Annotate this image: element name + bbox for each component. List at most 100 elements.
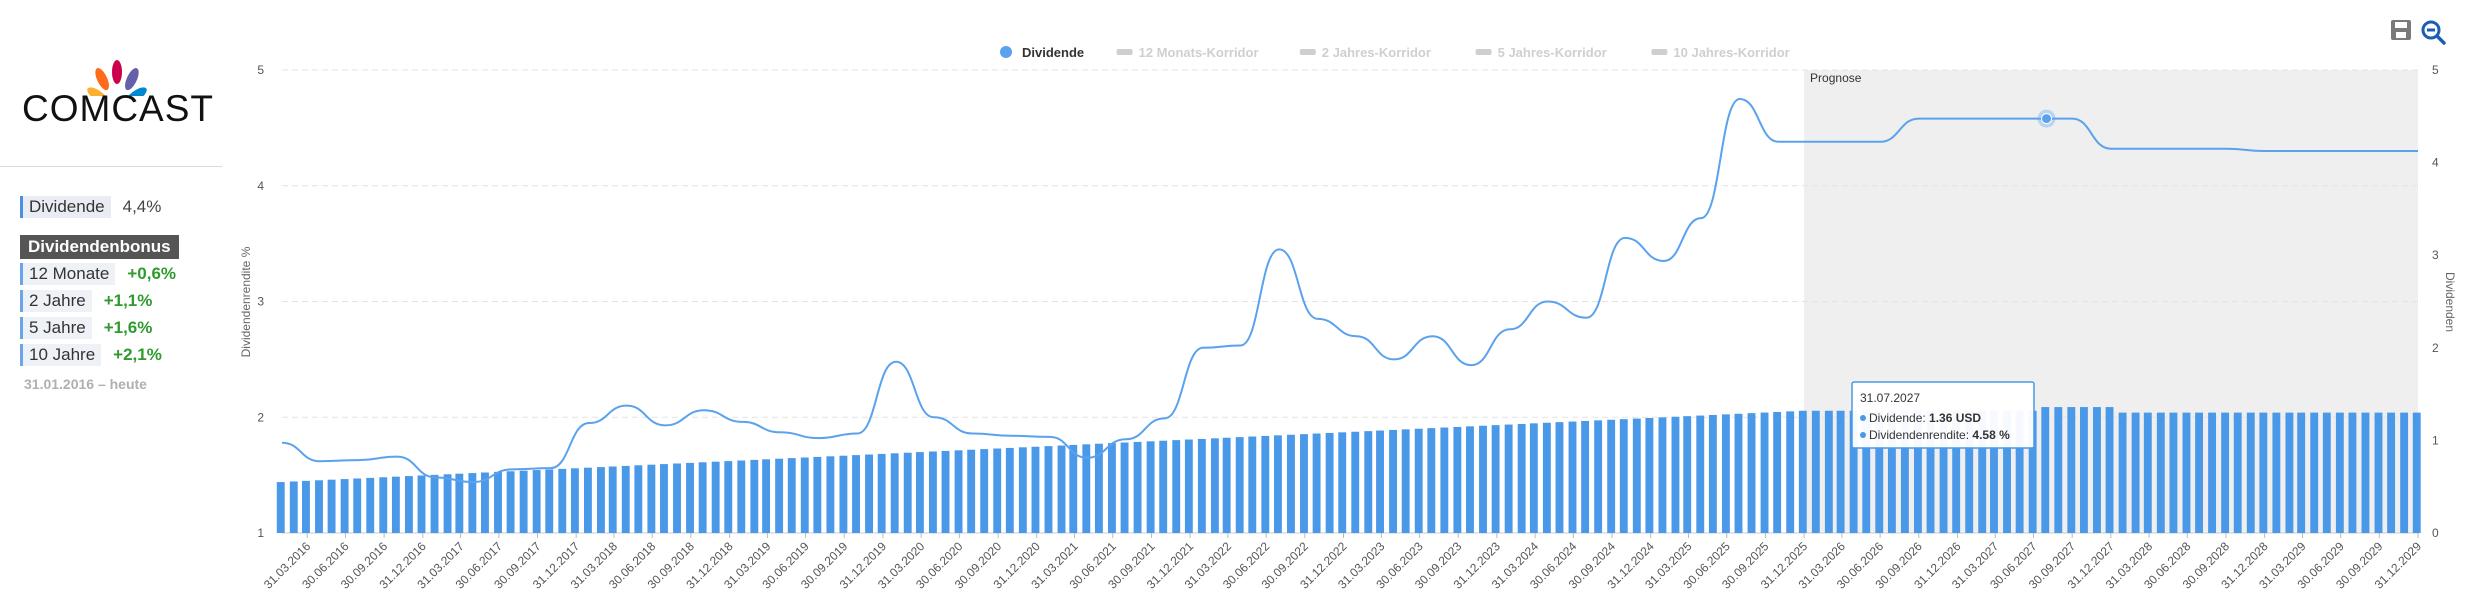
- dividend-bar: [698, 462, 707, 533]
- dividend-bar: [1146, 441, 1155, 533]
- dividend-bar: [2156, 412, 2165, 533]
- bonus-label: 5 Jahre: [20, 317, 92, 339]
- dividend-bar: [787, 458, 796, 533]
- dividend-bar: [1734, 413, 1743, 533]
- dividend-bar: [2259, 412, 2268, 533]
- dividend-bar: [1875, 410, 1884, 533]
- dividend-bar: [2387, 412, 2396, 533]
- dividend-bar: [1747, 413, 1756, 533]
- dividend-bar: [1440, 427, 1449, 533]
- tooltip: 31.07.2027 Dividende: 1.36 USD Dividendenr…: [1851, 381, 2035, 449]
- dividend-bar: [1287, 434, 1295, 533]
- highlight-point[interactable]: [2041, 113, 2053, 125]
- dividend-bar: [1312, 433, 1321, 533]
- legend-item[interactable]: 12 Monats-Korridor: [1116, 45, 1259, 60]
- y-tick-right: 1: [2432, 433, 2439, 447]
- legend-marker: [1475, 49, 1492, 55]
- dividend-bar: [1325, 432, 1334, 533]
- dividend-bar: [1108, 443, 1116, 533]
- dividend-bar: [877, 453, 886, 533]
- dividend-bar: [1683, 416, 1692, 533]
- bonus-value: +2,1%: [113, 345, 162, 364]
- dividend-bar: [928, 451, 937, 533]
- dividend-summary: Dividende 4,4%: [20, 196, 161, 218]
- dividend-bar: [1300, 434, 1308, 533]
- dividend-bar: [481, 472, 489, 533]
- tooltip-date: 31.07.2027: [1860, 391, 1920, 405]
- legend-label: Dividende: [1022, 45, 1084, 60]
- dividend-bar: [750, 459, 759, 533]
- dividend-bar: [404, 476, 413, 533]
- dividend-bar: [558, 468, 567, 533]
- dividend-bar: [2348, 412, 2357, 533]
- bonus-value: +1,6%: [103, 318, 153, 337]
- dividend-bar: [634, 465, 643, 533]
- dividend-bar: [1798, 410, 1807, 533]
- dividend-bar: [1645, 417, 1654, 533]
- dividend-bar: [2118, 412, 2127, 533]
- dividend-bar: [494, 471, 502, 533]
- zoom-out-icon[interactable]: [2421, 20, 2446, 45]
- dividend-bar: [1529, 423, 1538, 533]
- bonus-row-12m: 12 Monate +0,6%: [20, 263, 176, 285]
- dividend-bar: [1491, 425, 1500, 533]
- dividend-bar: [379, 477, 388, 533]
- dividend-bar: [1401, 429, 1410, 533]
- dividend-bar: [1965, 410, 1974, 533]
- dividend-bar: [1069, 444, 1078, 533]
- dividend-bar: [2208, 412, 2217, 533]
- save-icon[interactable]: [2391, 20, 2411, 40]
- dividend-bar: [915, 452, 924, 533]
- dividend-bar: [1836, 410, 1845, 533]
- dividend-bar: [775, 458, 784, 533]
- dividend-bar: [1364, 431, 1373, 533]
- dividend-bar: [2335, 412, 2344, 533]
- dividend-bar: [826, 456, 835, 533]
- dividend-bar: [2233, 412, 2242, 533]
- dividend-bar: [1248, 436, 1257, 533]
- dividend-bar: [1721, 414, 1730, 533]
- legend-item[interactable]: 2 Jahres-Korridor: [1299, 45, 1431, 60]
- dividend-bar: [865, 454, 873, 533]
- dividend-bar: [1018, 447, 1027, 533]
- dividend-bar: [2374, 412, 2383, 533]
- dividend-bar: [1581, 420, 1590, 533]
- dividend-bar: [1005, 447, 1014, 533]
- tooltip-dividend: Dividende: 1.36 USD: [1869, 411, 1981, 425]
- dividend-bar: [2297, 412, 2306, 533]
- dividend-bar: [724, 461, 733, 533]
- dividend-bar: [1120, 442, 1129, 533]
- dividend-bar: [1351, 431, 1360, 533]
- dividend-bar: [1594, 420, 1603, 533]
- dividend-bar: [1607, 419, 1616, 533]
- y-axis-label-left: Dividendenrendite %: [239, 246, 253, 357]
- dividend-bar: [1389, 429, 1398, 533]
- dividend-bar: [2182, 412, 2191, 533]
- dividend-bar: [2143, 412, 2152, 533]
- sidebar-divider: [0, 166, 222, 167]
- dividend-bar: [890, 453, 899, 533]
- dividend-bar: [583, 467, 592, 533]
- dividend-bar: [967, 449, 976, 533]
- legend-item[interactable]: Dividende: [1000, 45, 1084, 60]
- dividend-bar: [1210, 438, 1219, 533]
- dividend-bar: [1197, 438, 1206, 533]
- bonus-value: +0,6%: [127, 264, 177, 283]
- y-tick-right: 5: [2432, 63, 2439, 77]
- y-tick-left: 2: [257, 410, 264, 424]
- tooltip-box: [1851, 381, 2035, 449]
- legend-item[interactable]: 5 Jahres-Korridor: [1475, 45, 1607, 60]
- legend-item[interactable]: 10 Jahres-Korridor: [1651, 45, 1790, 60]
- dividend-bar: [1555, 422, 1564, 533]
- dividend-bar: [455, 473, 464, 533]
- dividend-bar: [1887, 410, 1896, 533]
- bonus-label: 12 Monate: [20, 263, 116, 285]
- bonus-label: 10 Jahre: [20, 344, 102, 366]
- dividend-bar: [1658, 417, 1667, 533]
- dividend-bar: [2015, 410, 2024, 533]
- dividend-bar: [276, 482, 285, 533]
- dividend-bar: [2067, 407, 2076, 533]
- dividend-bar: [506, 471, 515, 533]
- y-tick-right: 2: [2432, 341, 2439, 355]
- dividend-bar: [2093, 407, 2101, 533]
